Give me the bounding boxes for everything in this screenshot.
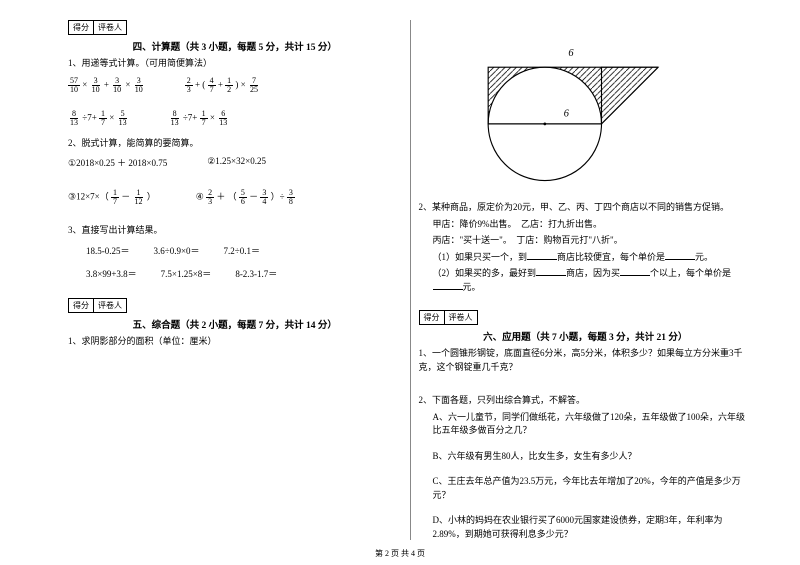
row3a: 18.5-0.25＝ 3.6÷0.9×0＝ 7.2÷0.1＝ [86,244,402,257]
expr-1a: 5710 × 310 + 310 × 310 [68,77,145,94]
section-6-title: 六、应用题（共 7 小题，每题 3 分，共计 21 分） [419,329,753,343]
expr-row-4: ③12×7×（ 17 － 112 ） ④ 23 ＋ （ 56 － 34 ）÷ 3… [68,189,402,206]
q6-2a: A、六一儿童节，同学们做纸花，六年级做了120朵，五年级做了100朵，六年级比五… [433,411,753,438]
expr-2b: 813 ÷7+ 17 × 613 [169,110,230,127]
expr-row-2: 813 ÷7+ 17 × 513 813 ÷7+ 17 × 613 [68,110,402,127]
right-column: 6 6 2、某种商品，原定价为20元，甲、乙、丙、丁四个商店以不同的销售方促销。… [411,20,761,540]
r3b-2: 8-2.3-1.7＝ [235,267,277,280]
r3a-0: 18.5-0.25＝ [86,244,130,257]
expr-1b: 23 + ( 47 + 12 ) × 725 [185,77,260,94]
page-columns: 得分 评卷人 四、计算题（共 3 小题，每题 5 分，共计 15 分） 1、用递… [60,20,760,540]
q6-2: 2、下面各题，只列出综合算式，不解答。 [419,394,753,408]
r3b-0: 3.8×99+3.8＝ [86,267,137,280]
score-box-5: 得分 评卷人 [68,298,127,313]
label-top: 6 [568,48,574,59]
r3a-2: 7.2÷0.1＝ [224,244,260,257]
e2-1: ①2018×0.25 ＋ 2018×0.75 [68,156,167,169]
r3b-1: 7.5×1.25×8＝ [161,267,212,280]
grader-label: 评卷人 [94,21,126,34]
qR-2a: 甲店：降价9%出售。 乙店：打九折出售。 [433,218,753,232]
q6-2c: C、王庄去年总产值为23.5万元，今年比去年增加了20%，今年的产值是多少万元？ [433,475,753,502]
score-label: 得分 [69,21,94,34]
score-box-6: 得分 评卷人 [419,310,478,325]
qR-2b: 丙店："买十送一"。 丁店：购物百元打"八折"。 [433,234,753,248]
qR-2: 2、某种商品，原定价为20元，甲、乙、丙、丁四个商店以不同的销售方促销。 [419,201,753,215]
sec5-block: 得分 评卷人 五、综合题（共 2 小题，每题 7 分，共计 14 分） 1、求阴… [68,298,402,349]
q4-1: 1、用递等式计算。（可用简便算法） [68,57,402,71]
expr-row-1: 5710 × 310 + 310 × 310 23 + ( 47 + 12 ) … [68,77,402,94]
left-column: 得分 评卷人 四、计算题（共 3 小题，每题 5 分，共计 15 分） 1、用递… [60,20,410,540]
label-mid: 6 [563,108,569,119]
score-box: 得分 评卷人 [68,20,127,35]
q4-2: 2、脱式计算，能简算的要简算。 [68,137,402,151]
geometry-diagram: 6 6 [449,20,669,190]
q6-2d: D、小林的妈妈在农业银行买了6000元国家建设债券，定期3年，年利率为2.89%… [433,514,753,541]
sec6-block: 得分 评卷人 六、应用题（共 7 小题，每题 3 分，共计 21 分） 1、一个… [419,310,753,541]
e2-3: ③12×7×（ 17 － 112 ） [68,189,156,206]
e2-2: ②1.25×32×0.25 [207,156,266,169]
page-footer: 第 2 页 共 4 页 [0,548,800,559]
blank [527,251,557,260]
row3b: 3.8×99+3.8＝ 7.5×1.25×8＝ 8-2.3-1.7＝ [86,267,402,280]
section-5-title: 五、综合题（共 2 小题，每题 7 分，共计 14 分） [68,317,402,331]
e2-4: ④ 23 ＋ （ 56 － 34 ）÷ 38 [196,189,295,206]
qR-2-1: （1）如果只买一个，到商店比较便宜，每个单价是元。 [433,251,753,265]
q5-1: 1、求阴影部分的面积（单位：厘米） [68,335,402,349]
r3a-1: 3.6÷0.9×0＝ [154,244,200,257]
qR-2-2: （2）如果买的多，最好到商店，因为买个以上，每个单价是元。 [433,267,753,294]
q4-3: 3、直接写出计算结果。 [68,224,402,238]
section-4-title: 四、计算题（共 3 小题，每题 5 分，共计 15 分） [68,39,402,53]
q6-1: 1、一个圆锥形钢锭，底面直径6分米，高5分米，体积多少？如果每立方分米重3千克，… [419,347,753,374]
expr-row-3: ①2018×0.25 ＋ 2018×0.75 ②1.25×32×0.25 [68,156,402,169]
expr-2a: 813 ÷7+ 17 × 513 [68,110,129,127]
q6-2b: B、六年级有男生80人，比女生多，女生有多少人？ [433,450,753,464]
